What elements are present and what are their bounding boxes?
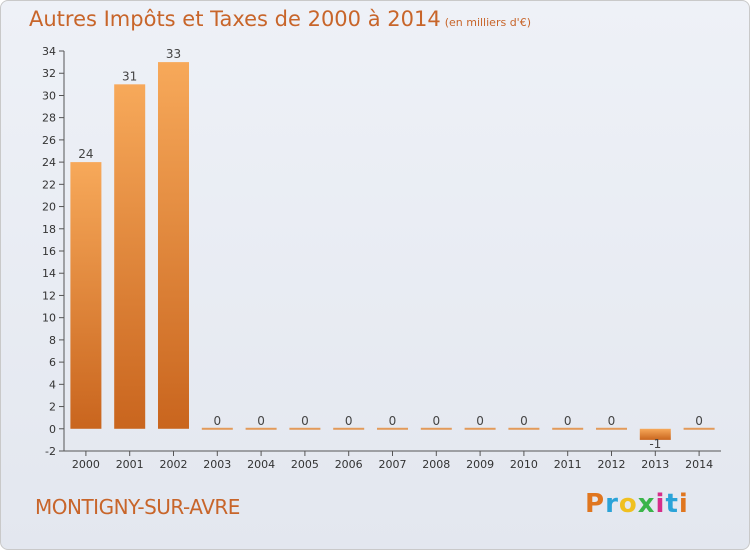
data-label: 0 [564, 414, 572, 428]
bar [508, 427, 540, 430]
x-tick-label: 2001 [116, 458, 144, 471]
data-label: 33 [166, 47, 181, 61]
town-name: MONTIGNY-SUR-AVRE [35, 495, 240, 519]
y-tick-label: 8 [49, 334, 56, 347]
x-tick-label: 2002 [160, 458, 188, 471]
x-tick-label: 2003 [203, 458, 231, 471]
x-tick-label: 2004 [247, 458, 275, 471]
data-label: 0 [695, 414, 703, 428]
data-label: 0 [213, 414, 221, 428]
logo-letter: r [605, 489, 619, 519]
logo-letter: x [637, 489, 656, 519]
data-label: 0 [476, 414, 484, 428]
logo-letter: P [585, 489, 606, 519]
x-tick-label: 2006 [335, 458, 363, 471]
y-tick-label: 14 [42, 267, 56, 280]
data-label: 0 [345, 414, 353, 428]
data-label: 0 [520, 414, 528, 428]
y-tick-label: 0 [49, 423, 56, 436]
y-tick-label: 30 [42, 89, 56, 102]
chart-subtitle: (en milliers d'€) [444, 16, 531, 29]
data-label: 0 [608, 414, 616, 428]
bar [596, 427, 627, 430]
x-tick-label: 2013 [641, 458, 669, 471]
data-label: 0 [257, 414, 265, 428]
x-tick-label: 2014 [685, 458, 713, 471]
data-label: 31 [122, 69, 137, 83]
bar [639, 428, 671, 440]
bar [333, 427, 365, 430]
bar [420, 427, 452, 430]
bar [70, 162, 102, 429]
x-tick-label: 2007 [379, 458, 407, 471]
y-tick-label: 34 [42, 45, 56, 58]
x-tick-label: 2009 [466, 458, 494, 471]
data-label: -1 [649, 437, 661, 451]
data-label: 0 [432, 414, 440, 428]
bar [158, 62, 189, 429]
proxiti-logo: Proxiti [585, 489, 689, 519]
chart-title: Autres Impôts et Taxes de 2000 à 2014 (en… [29, 7, 531, 31]
y-tick-label: 22 [42, 178, 56, 191]
y-tick-label: 32 [42, 67, 56, 80]
data-label: 24 [78, 147, 93, 161]
y-tick-label: 20 [42, 201, 56, 214]
y-tick-label: 6 [49, 356, 56, 369]
x-tick-label: 2010 [510, 458, 538, 471]
data-label: 0 [389, 414, 397, 428]
bar [201, 427, 233, 430]
y-tick-label: 12 [42, 289, 56, 302]
y-tick-label: 28 [42, 112, 56, 125]
y-tick-label: 4 [49, 378, 56, 391]
x-tick-label: 2012 [598, 458, 626, 471]
x-tick-label: 2000 [72, 458, 100, 471]
y-tick-label: 2 [49, 401, 56, 414]
logo-letter: o [618, 489, 638, 519]
y-tick-label: 26 [42, 134, 56, 147]
y-tick-label: 18 [42, 223, 56, 236]
bar [683, 427, 715, 430]
y-tick-label: 10 [42, 312, 56, 325]
bar [114, 84, 146, 429]
bar [552, 427, 584, 430]
x-tick-label: 2011 [554, 458, 582, 471]
bar [245, 427, 277, 430]
logo-letter: i [678, 489, 689, 519]
logo-letter: t [665, 489, 679, 519]
bar [377, 427, 408, 430]
x-tick-label: 2008 [422, 458, 450, 471]
data-label: 0 [301, 414, 309, 428]
y-tick-label: -2 [45, 445, 56, 458]
x-tick-label: 2005 [291, 458, 319, 471]
logo-letter: i [655, 489, 666, 519]
bar [289, 427, 321, 430]
y-tick-label: 16 [42, 245, 56, 258]
y-tick-label: 24 [42, 156, 56, 169]
bar [464, 427, 496, 430]
